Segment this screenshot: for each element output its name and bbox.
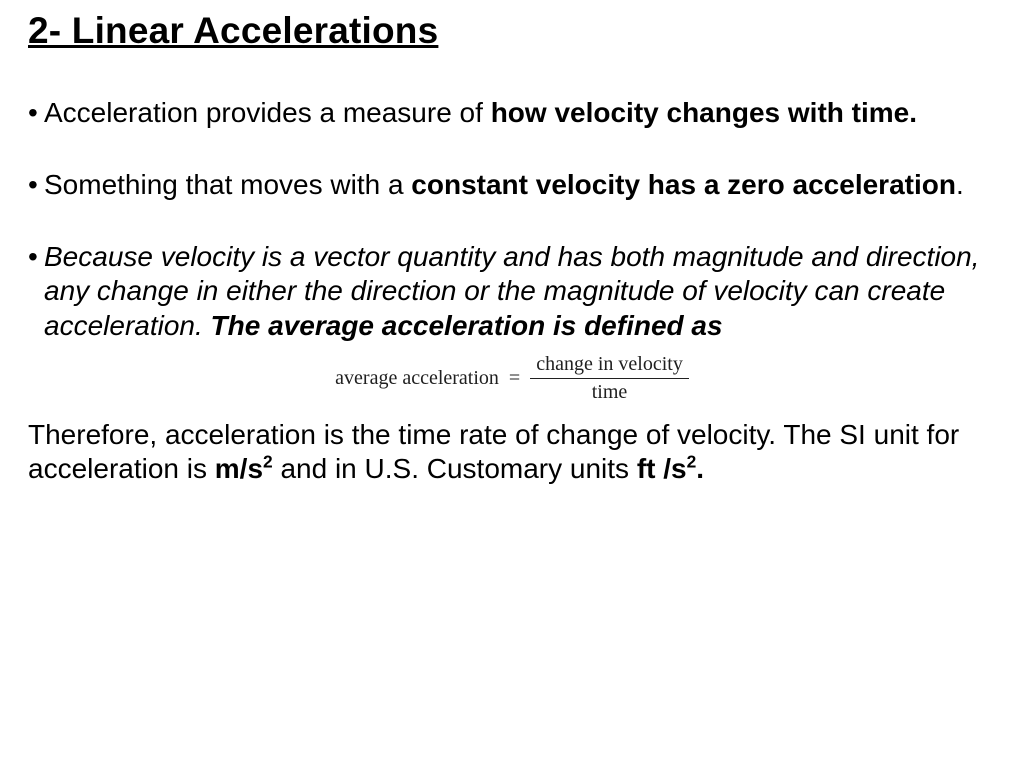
slide: 2- Linear Accelerations Acceleration pro… — [0, 0, 1024, 768]
formula-container: average acceleration = change in velocit… — [28, 353, 996, 404]
slide-title: 2- Linear Accelerations — [28, 10, 996, 52]
bullet-item-3: Because velocity is a vector quantity an… — [28, 240, 996, 342]
bullet1-pre: Acceleration provides a measure of — [44, 97, 491, 128]
bullet-list: Acceleration provides a measure of how v… — [28, 96, 996, 343]
formula-numerator: change in velocity — [530, 353, 689, 379]
formula-denominator: time — [586, 379, 634, 404]
unit-us-base: ft /s — [637, 453, 687, 484]
unit-si: m/s2 — [215, 453, 273, 484]
formula-fraction: change in velocity time — [530, 353, 689, 404]
closing-end: . — [696, 453, 704, 484]
formula-lhs: average acceleration — [335, 367, 499, 390]
bullet2-bold: constant velocity has a zero acceleratio… — [411, 169, 956, 200]
bullet3-bold-italic: The average acceleration is defined as — [211, 310, 723, 341]
bullet2-post: . — [956, 169, 964, 200]
bullet-item-2: Something that moves with a constant vel… — [28, 168, 996, 202]
bullet1-bold: how velocity changes with time. — [491, 97, 917, 128]
unit-us: ft /s2. — [637, 453, 704, 484]
unit-us-sup: 2 — [687, 452, 697, 472]
closing-mid: and in U.S. Customary units — [273, 453, 637, 484]
formula-equals: = — [509, 367, 520, 390]
unit-si-sup: 2 — [263, 452, 273, 472]
average-acceleration-formula: average acceleration = change in velocit… — [335, 353, 689, 404]
unit-si-base: m/s — [215, 453, 263, 484]
bullet2-pre: Something that moves with a — [44, 169, 411, 200]
bullet-item-1: Acceleration provides a measure of how v… — [28, 96, 996, 130]
closing-paragraph: Therefore, acceleration is the time rate… — [28, 418, 996, 486]
